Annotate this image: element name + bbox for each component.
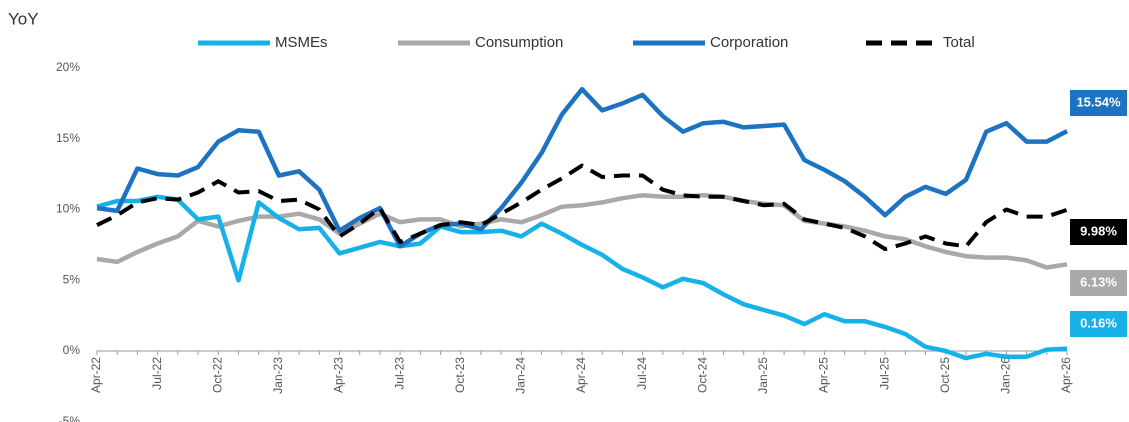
x-tick-label: Jan-23: [271, 357, 285, 394]
end-label: 6.13%: [1080, 274, 1117, 289]
legend-label: Total: [943, 34, 975, 51]
x-tick-label: Oct-23: [453, 357, 467, 393]
end-label: 9.98%: [1080, 223, 1117, 238]
x-tick-label: Jul-24: [635, 357, 649, 390]
x-tick-label: Jul-25: [877, 357, 891, 390]
x-tick-label: Jan-25: [756, 357, 770, 394]
y-tick-label: 20%: [56, 60, 80, 74]
x-tick-label: Jul-22: [150, 357, 164, 390]
y-tick-label: -5%: [59, 414, 81, 422]
y-axis-title: YoY: [8, 9, 39, 28]
x-tick-label: Apr-25: [817, 357, 831, 393]
chart: YoY -5% 0% 5% 10% 15% 20% Apr-22 Jul-22 Oct-22 Ja…: [0, 0, 1129, 422]
x-tick-label: Jan-24: [514, 357, 528, 394]
legend-label: MSMEs: [275, 34, 328, 51]
x-tick-label: Apr-24: [574, 357, 588, 393]
x-tick-label: Apr-26: [1059, 357, 1073, 393]
end-label: 0.16%: [1080, 315, 1117, 330]
x-tick-label: Oct-22: [210, 357, 224, 393]
end-label: 15.54%: [1076, 94, 1121, 109]
x-tick-label: Apr-22: [89, 357, 103, 393]
legend-label: Corporation: [710, 34, 788, 51]
x-tick-label: Oct-25: [938, 357, 952, 393]
x-tick-label: Apr-23: [332, 357, 346, 393]
y-tick-label: 15%: [56, 131, 80, 145]
x-tick-label: Jan-26: [999, 357, 1013, 394]
y-tick-label: 10%: [56, 202, 80, 216]
legend-label: Consumption: [475, 34, 563, 51]
x-tick-label: Oct-24: [695, 357, 709, 393]
y-tick-label: 5%: [63, 272, 81, 286]
x-tick-label: Jul-23: [392, 357, 406, 390]
y-tick-label: 0%: [63, 343, 81, 357]
